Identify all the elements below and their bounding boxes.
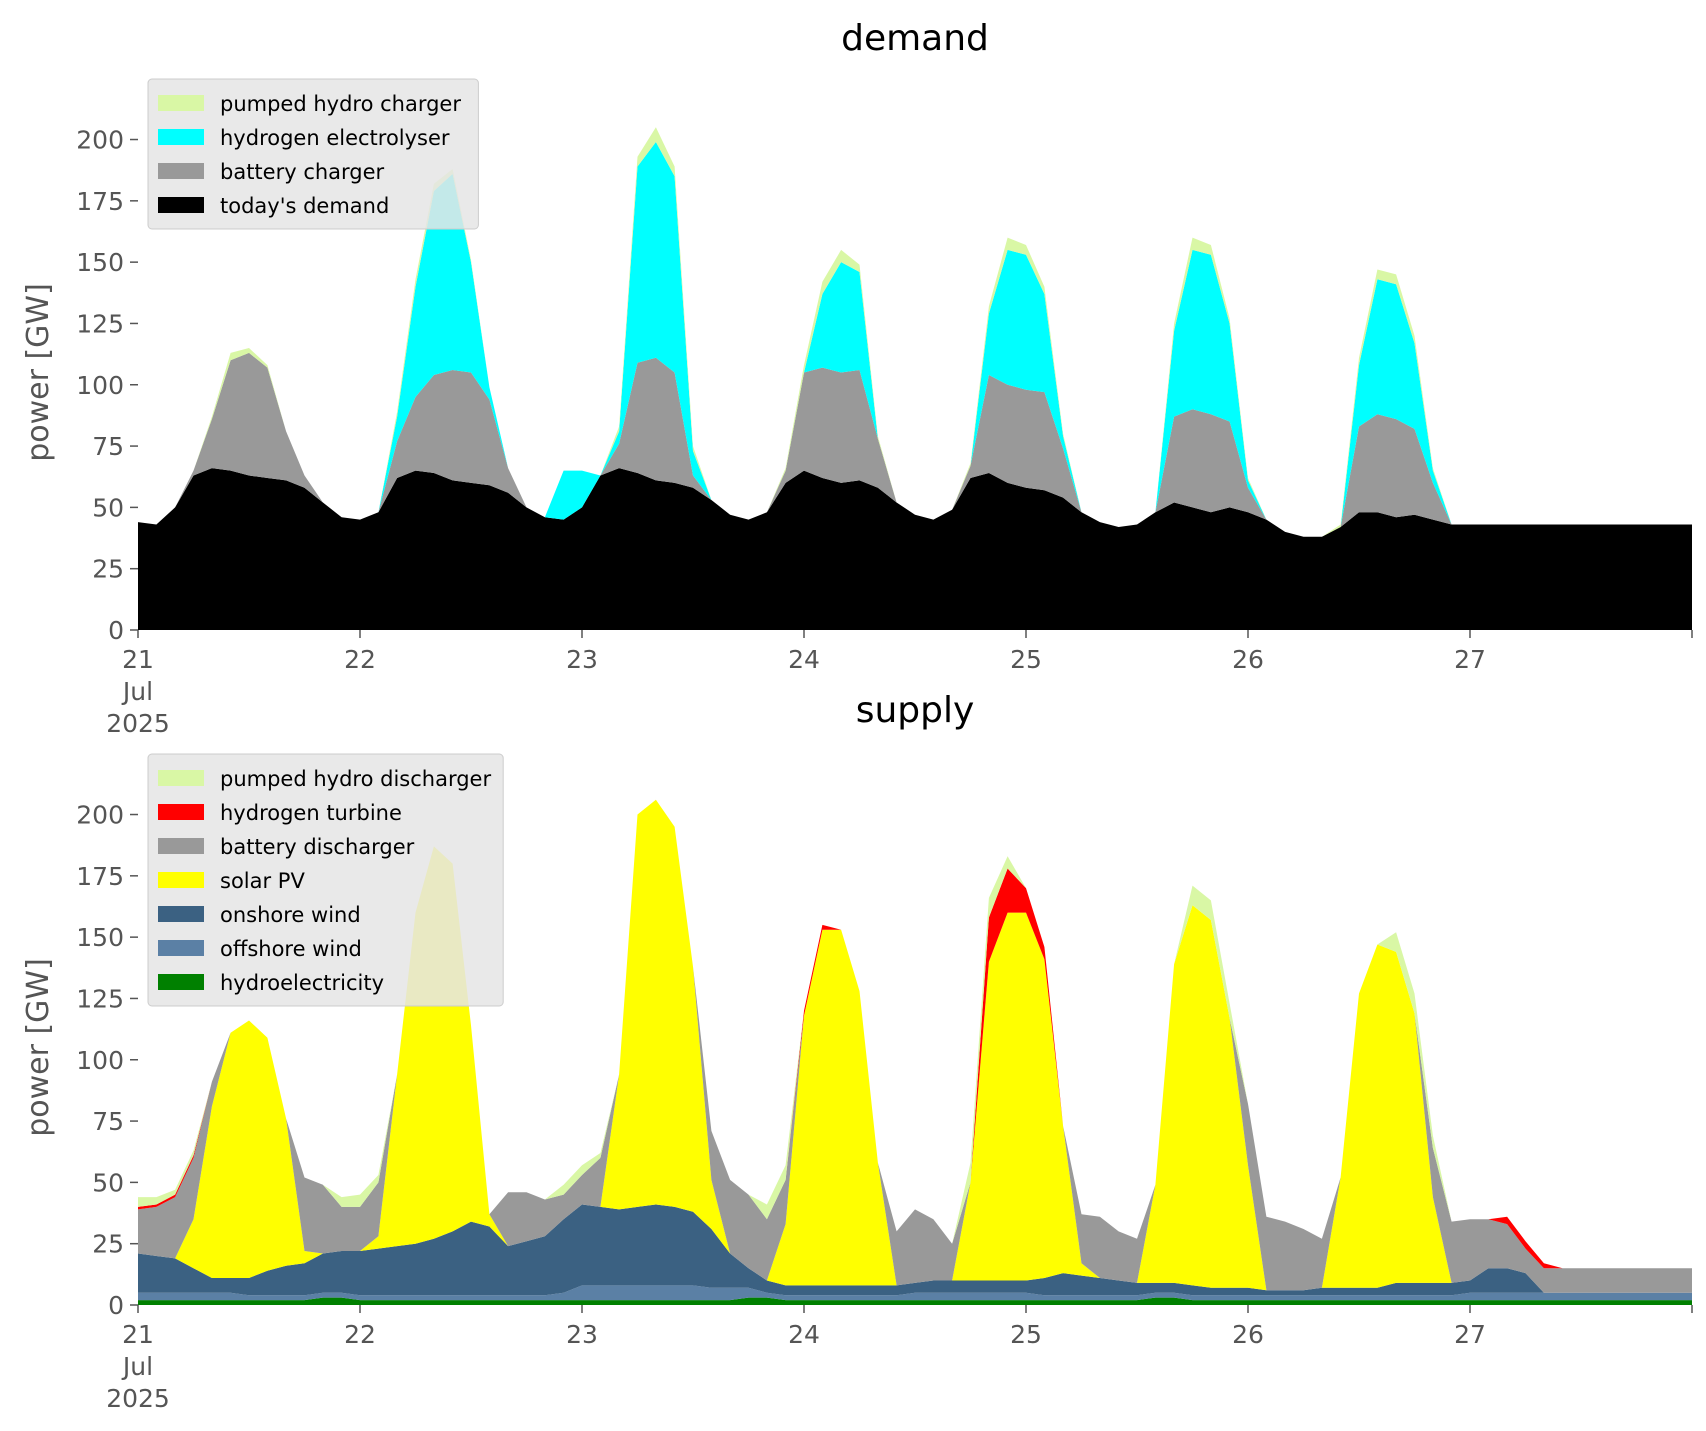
y-tick-label: 125 <box>76 984 124 1013</box>
legend-label-solar-pv: solar PV <box>220 869 305 893</box>
legend-label-hydroelectricity: hydroelectricity <box>220 971 384 995</box>
x-tick-label: 22 <box>344 645 376 674</box>
legend-label-hydrogen-electrolyser: hydrogen electrolyser <box>220 126 450 150</box>
x-tick-label: 26 <box>1232 1320 1264 1349</box>
y-tick-label: 75 <box>92 432 124 461</box>
demand-chart: demand power [GW] 0 25 50 75 100 125 150 175 200 21… <box>21 18 1693 738</box>
legend-label-onshore-wind: onshore wind <box>220 903 361 927</box>
area-hydroelectricity <box>138 1297 1692 1305</box>
x-tick-label: 25 <box>1010 1320 1042 1349</box>
y-tick-label: 200 <box>76 801 124 830</box>
y-tick-label: 175 <box>76 187 124 216</box>
y-tick-label: 200 <box>76 126 124 155</box>
x-tick-label: 23 <box>566 645 598 674</box>
chart-title: demand <box>841 18 989 59</box>
legend-label-today-s-demand: today's demand <box>220 194 389 218</box>
x-tick-label: 21 Jul 2025 <box>106 1320 170 1413</box>
legend-swatch-today-s-demand <box>158 197 204 213</box>
x-tick-label: 27 <box>1454 1320 1486 1349</box>
y-tick-label: 0 <box>108 1291 124 1320</box>
legend-swatch-hydroelectricity <box>158 974 204 990</box>
legend-swatch-offshore-wind <box>158 940 204 956</box>
area-solar-pv <box>138 799 1692 1293</box>
legend-label-pumped-hydro-discharger: pumped hydro discharger <box>220 767 491 791</box>
area-hydrogen-electrolyser <box>138 142 1692 537</box>
x-tick-label: 23 <box>566 1320 598 1349</box>
supply-chart: supply power [GW] 0 25 50 75 100 125 150 175 200 21… <box>21 690 1693 1413</box>
legend-label-pumped-hydro-charger: pumped hydro charger <box>220 92 461 116</box>
legend-label-offshore-wind: offshore wind <box>220 937 362 961</box>
legend-swatch-onshore-wind <box>158 906 204 922</box>
y-tick-label: 25 <box>92 555 124 584</box>
y-tick-label: 25 <box>92 1230 124 1259</box>
y-tick-label: 50 <box>92 493 124 522</box>
y-axis-label: power [GW] <box>21 283 56 462</box>
legend-box <box>147 753 504 1007</box>
x-tick-label: 22 <box>344 1320 376 1349</box>
legend-swatch-battery-charger <box>158 163 204 179</box>
y-axis-label: power [GW] <box>21 958 56 1137</box>
area-offshore-wind <box>138 1285 1692 1301</box>
area-onshore-wind <box>138 1204 1692 1296</box>
x-tick-label: 26 <box>1232 645 1264 674</box>
legend-swatch-pumped-hydro-charger <box>158 95 204 111</box>
area-battery-charger <box>138 352 1692 537</box>
x-tick-label: 21 Jul 2025 <box>106 645 170 738</box>
y-tick-label: 150 <box>76 923 124 952</box>
y-tick-label: 100 <box>76 371 124 400</box>
y-tick-label: 100 <box>76 1046 124 1075</box>
y-tick-label: 125 <box>76 309 124 338</box>
x-tick-label: 24 <box>788 645 820 674</box>
chart-title: supply <box>856 690 975 731</box>
legend-label-hydrogen-turbine: hydrogen turbine <box>220 801 402 825</box>
y-tick-label: 175 <box>76 862 124 891</box>
y-tick-label: 75 <box>92 1107 124 1136</box>
x-tick-label: 24 <box>788 1320 820 1349</box>
legend-swatch-hydrogen-turbine <box>158 804 204 820</box>
y-tick-label: 150 <box>76 248 124 277</box>
legend-swatch-hydrogen-electrolyser <box>158 129 204 145</box>
legend: pumped hydro charger hydrogen electrolyse… <box>147 78 479 230</box>
legend-label-battery-charger: battery charger <box>220 160 385 184</box>
legend-label-battery-discharger: battery discharger <box>220 835 415 859</box>
x-tick-label: 25 <box>1010 645 1042 674</box>
area-today-s-demand <box>138 468 1692 630</box>
legend-swatch-solar-pv <box>158 872 204 888</box>
legend-box <box>147 78 479 230</box>
y-tick-label: 0 <box>108 616 124 645</box>
legend: pumped hydro discharger hydrogen turbine b… <box>147 753 504 1007</box>
legend-swatch-pumped-hydro-discharger <box>158 770 204 786</box>
x-tick-label: 27 <box>1454 645 1486 674</box>
legend-swatch-battery-discharger <box>158 838 204 854</box>
y-tick-label: 50 <box>92 1168 124 1197</box>
